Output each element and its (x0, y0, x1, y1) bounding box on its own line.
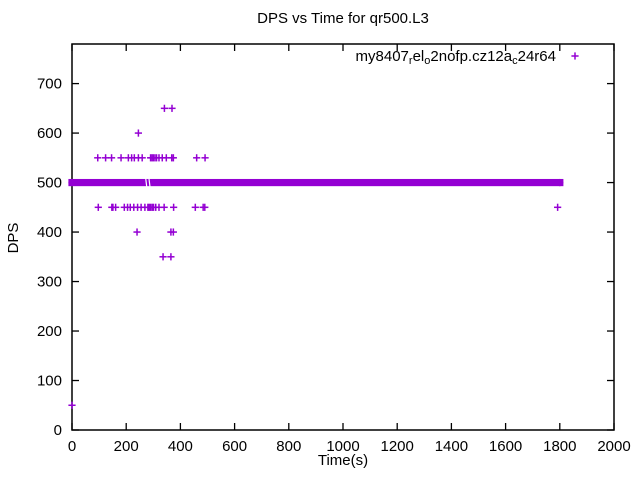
x-tick-label: 2000 (597, 438, 630, 455)
y-tick-label: 200 (37, 323, 62, 340)
band-gap (148, 178, 151, 187)
y-axis-label: DPS (5, 222, 22, 254)
y-tick-label: 600 (37, 125, 62, 142)
x-tick-label: 1000 (326, 438, 359, 455)
x-tick-label: 1800 (543, 438, 576, 455)
y-tick-label: 500 (37, 175, 62, 192)
x-axis-label: Time(s) (317, 452, 369, 469)
x-tick-label: 600 (222, 438, 247, 455)
x-tick-label: 400 (168, 438, 193, 455)
x-tick-label: 1600 (489, 438, 522, 455)
dps-500-band (68, 178, 564, 187)
x-tick-label: 1200 (381, 438, 414, 455)
legend-label: my8407relo2nofp.cz12ac24r64 (356, 48, 556, 67)
band-gap (145, 178, 148, 187)
y-tick-label: 100 (37, 373, 62, 390)
y-tick-label: 300 (37, 274, 62, 291)
plot-border (71, 43, 615, 431)
x-tick-label: 800 (276, 438, 301, 455)
x-tick-label: 1400 (435, 438, 468, 455)
x-tick-label: 0 (68, 438, 76, 455)
chart-title: DPS vs Time for qr500.L3 (257, 10, 429, 27)
x-tick-label: 200 (114, 438, 139, 455)
y-tick-label: 0 (54, 422, 62, 439)
y-tick-label: 700 (37, 76, 62, 93)
y-tick-label: 400 (37, 224, 62, 241)
